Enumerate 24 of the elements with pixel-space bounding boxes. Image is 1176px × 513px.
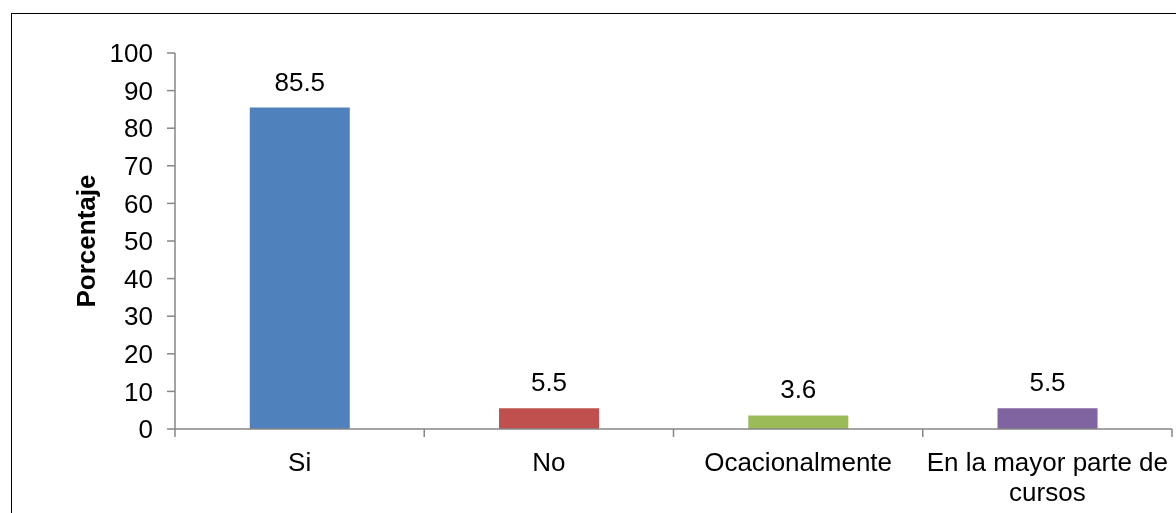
y-axis-title: Porcentaje (70, 174, 101, 308)
data-label: 85.5 (274, 66, 326, 97)
y-tick-label: 100 (109, 38, 153, 69)
x-tick-label: En la mayor parte de cursos (926, 447, 1169, 507)
y-tick-label: 20 (124, 339, 153, 370)
y-tick-label: 80 (124, 113, 153, 144)
y-tick-label: 10 (124, 376, 153, 407)
y-tick-label: 70 (124, 151, 153, 182)
y-tick-label: 30 (124, 301, 153, 332)
data-label: 5.5 (1029, 367, 1066, 398)
bar (499, 408, 600, 429)
bar (249, 107, 350, 429)
y-tick-label: 0 (138, 414, 153, 445)
y-tick-label: 50 (124, 226, 153, 257)
bar (997, 408, 1098, 429)
y-tick-label: 40 (124, 263, 153, 294)
x-tick-label: Si (288, 447, 312, 477)
y-tick-label: 90 (124, 75, 153, 106)
x-tick-label: No (532, 447, 566, 477)
data-label: 5.5 (530, 367, 568, 398)
x-tick-label: Ocacionalmente (704, 447, 893, 477)
bar (748, 415, 849, 429)
y-tick-label: 60 (124, 188, 153, 219)
data-label: 3.6 (780, 374, 817, 405)
